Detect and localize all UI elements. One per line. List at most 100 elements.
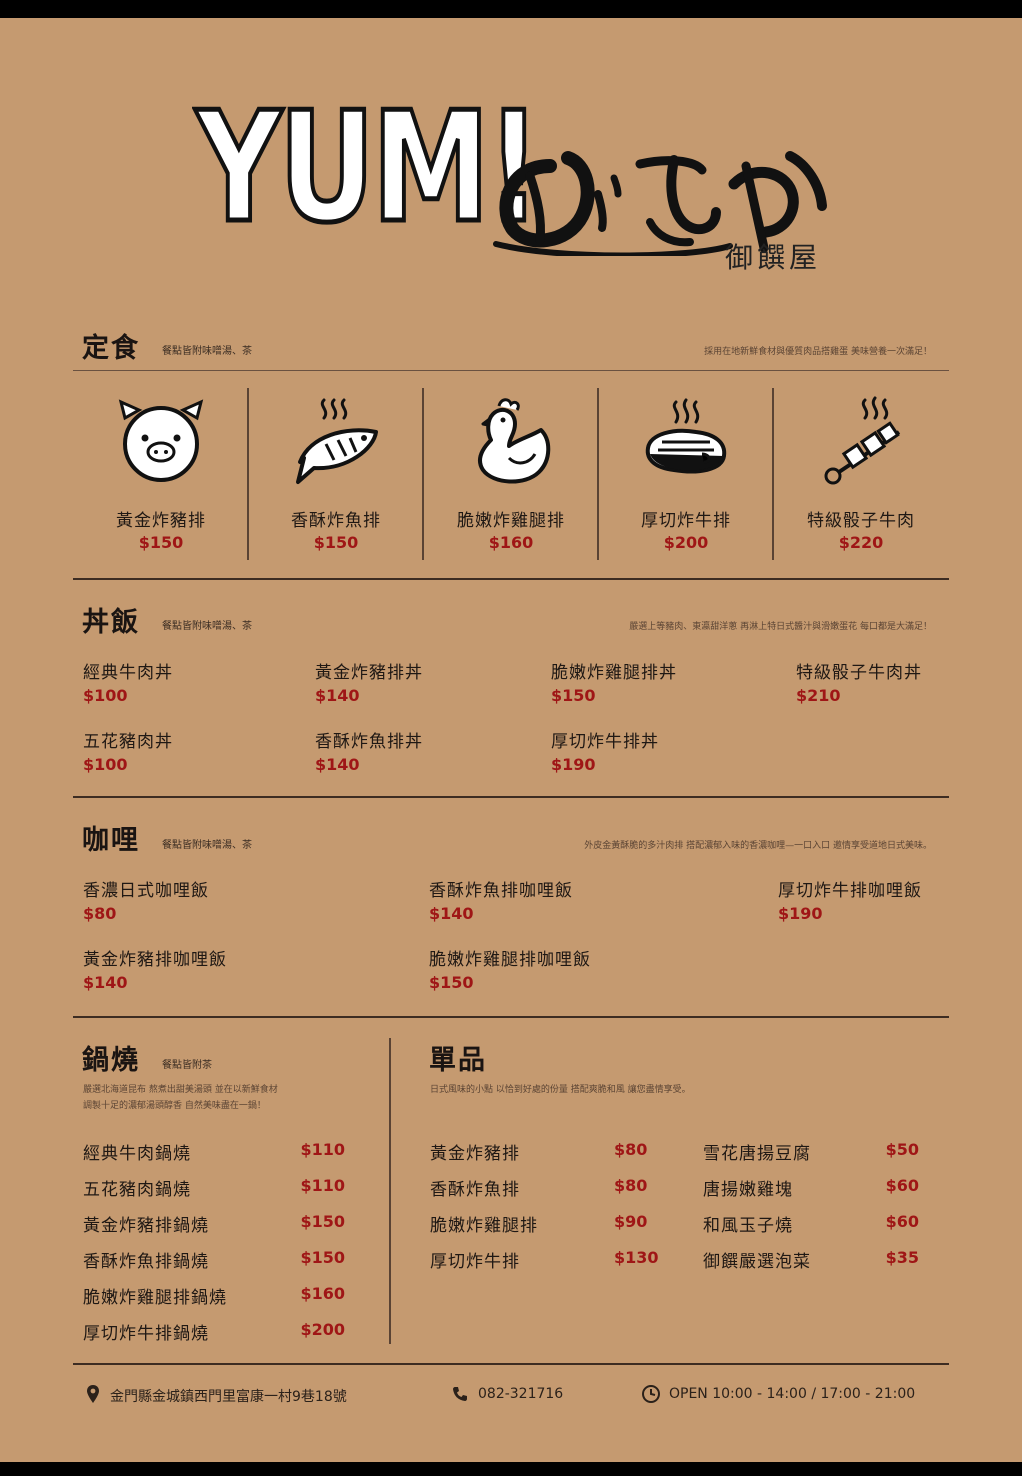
column-divider [389, 1038, 391, 1344]
menu-item-price: $140 [315, 755, 360, 774]
footer-hours: OPEN 10:00 - 14:00 / 17:00 - 21:00 [669, 1386, 916, 1402]
logo-subtitle: 御饌屋 [725, 241, 822, 274]
set-meal-card: 厚切炸牛排 $200 [600, 386, 772, 562]
section-note-set-meals: 餐點皆附味噌湯、茶 [162, 346, 252, 357]
menu-row: 脆嫩炸雞腿排 $90 [430, 1211, 658, 1236]
section-title-curry: 咖哩 [82, 825, 140, 856]
menu-row: 經典牛肉鍋燒 $110 [83, 1139, 345, 1164]
menu-row: 雪花唐揚豆腐 $50 [703, 1139, 919, 1164]
menu-row: 香酥炸魚排 $80 [430, 1175, 658, 1200]
menu-item-name: 脆嫩炸雞腿排鍋燒 [83, 1288, 227, 1308]
menu-item-name: 經典牛肉丼 [83, 663, 173, 683]
set-meal-price: $160 [488, 533, 534, 552]
menu-item-name: 唐揚嫩雞塊 [703, 1180, 793, 1200]
menu-item-price: $190 [551, 755, 596, 774]
section-desc-set-meals: 採用在地新鮮食材與優質肉品搭雞蛋 美味營養一次滿足！ [704, 347, 932, 357]
set-meal-name: 脆嫩炸雞腿排 [457, 511, 565, 531]
divider [422, 388, 424, 560]
section-divider [73, 1363, 949, 1365]
set-meal-card: 特級骰子牛肉 $220 [775, 386, 947, 562]
menu-item-name: 黃金炸豬排咖哩飯 [83, 950, 227, 970]
divider [772, 388, 774, 560]
menu-row: 黃金炸豬排 $80 [430, 1139, 658, 1164]
menu-item-name: 雪花唐揚豆腐 [703, 1144, 811, 1164]
menu-item-price: $50 [885, 1140, 919, 1159]
skewer-icon [824, 396, 901, 485]
menu-item-name: 香酥炸魚排咖哩飯 [429, 881, 573, 901]
location-pin-icon [87, 1385, 99, 1403]
set-meal-name: 香酥炸魚排 [291, 511, 381, 531]
menu-item-name: 香酥炸魚排丼 [315, 732, 423, 752]
menu-item-price: $90 [614, 1212, 648, 1231]
menu-item-price: $60 [885, 1212, 919, 1231]
menu-item-name: 脆嫩炸雞腿排丼 [551, 663, 677, 683]
menu-row: 五花豬肉鍋燒 $110 [83, 1175, 345, 1200]
menu-item-name: 脆嫩炸雞腿排咖哩飯 [429, 950, 591, 970]
menu-item-name: 香酥炸魚排鍋燒 [83, 1252, 209, 1272]
set-meal-card: 黃金炸豬排 $150 [75, 386, 247, 562]
logo-yum: YUM! [194, 79, 543, 256]
section-title-set-meals: 定食 [82, 333, 140, 364]
menu-item-price: $35 [885, 1248, 919, 1267]
set-meal-name: 厚切炸牛排 [641, 511, 731, 531]
menu-item-price: $190 [778, 904, 823, 923]
footer-address: 金門縣金城鎮西門里富康一村9巷18號 [110, 1389, 347, 1405]
menu-item-name: 黃金炸豬排 [430, 1144, 520, 1164]
menu-item-name: 厚切炸牛排 [430, 1252, 520, 1272]
set-meal-price: $220 [838, 533, 884, 552]
section-title-nabeyaki: 鍋燒 [82, 1045, 140, 1076]
menu-item-price: $140 [315, 686, 360, 705]
logo-script-mark [490, 136, 830, 260]
menu-row: 香酥炸魚排鍋燒 $150 [83, 1247, 345, 1272]
clock-icon [642, 1385, 660, 1403]
section-note-curry: 餐點皆附味噌湯、茶 [162, 840, 252, 851]
menu-item-name: 厚切炸牛排丼 [551, 732, 659, 752]
menu-row: 御饌嚴選泡菜 $35 [703, 1247, 919, 1272]
footer-phone: 082-321716 [478, 1386, 564, 1402]
section-desc-single: 日式風味的小點 以恰到好處的份量 搭配爽脆和風 讓您盡情享受。 [430, 1085, 691, 1095]
steak-icon [645, 398, 727, 474]
menu-item-price: $210 [796, 686, 841, 705]
section-note-donburi: 餐點皆附味噌湯、茶 [162, 621, 252, 632]
set-meal-price: $150 [313, 533, 359, 552]
menu-item-name: 香濃日式咖哩飯 [83, 881, 209, 901]
menu-paper [0, 18, 1022, 1462]
menu-row: 黃金炸豬排鍋燒 $150 [83, 1211, 345, 1236]
set-meal-name: 特級骰子牛肉 [807, 511, 915, 531]
menu-row: 厚切炸牛排 $130 [430, 1247, 659, 1272]
menu-item-price: $100 [83, 686, 128, 705]
menu-item-name: 厚切炸牛排咖哩飯 [778, 881, 922, 901]
menu-item-price: $150 [429, 973, 474, 992]
logo-brush-icon [493, 151, 827, 259]
menu-item-price: $140 [429, 904, 474, 923]
section-desc-nabeyaki: 調製十足的濃郁湯頭醇香 自然美味盡在一鍋！ [83, 1101, 266, 1111]
chicken-icon [478, 398, 551, 484]
menu-item-name: 黃金炸豬排丼 [315, 663, 423, 683]
divider [73, 370, 949, 371]
section-divider [73, 578, 949, 580]
menu-item-price: $160 [300, 1284, 345, 1303]
set-meal-card: 香酥炸魚排 $150 [250, 386, 422, 562]
menu-item-name: 脆嫩炸雞腿排 [430, 1216, 538, 1236]
menu-row: 和風玉子燒 $60 [703, 1211, 919, 1236]
menu-item-price: $110 [300, 1140, 345, 1159]
fish-icon [296, 398, 378, 484]
phone-icon [453, 1387, 467, 1401]
section-note-nabeyaki: 餐點皆附茶 [162, 1060, 212, 1071]
section-title-donburi: 丼飯 [82, 607, 140, 638]
menu-item-name: 香酥炸魚排 [430, 1180, 520, 1200]
menu-item-price: $60 [885, 1176, 919, 1195]
menu-item-name: 特級骰子牛肉丼 [796, 663, 922, 683]
divider [597, 388, 599, 560]
set-meal-price: $200 [663, 533, 709, 552]
section-divider [73, 1016, 949, 1018]
menu-item-name: 厚切炸牛排鍋燒 [83, 1324, 209, 1344]
menu-item-price: $150 [300, 1248, 345, 1267]
menu-item-price: $110 [300, 1176, 345, 1195]
menu-item-name: 和風玉子燒 [703, 1216, 793, 1236]
divider [247, 388, 249, 560]
set-meal-card: 脆嫩炸雞腿排 $160 [425, 386, 597, 562]
menu-item-price: $200 [300, 1320, 345, 1339]
menu-item-price: $150 [551, 686, 596, 705]
menu-item-price: $80 [614, 1176, 648, 1195]
